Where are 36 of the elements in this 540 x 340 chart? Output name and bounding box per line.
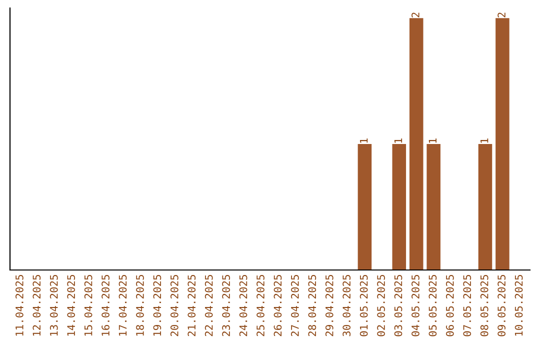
x-tick-label: 18.04.2025 (136, 275, 144, 336)
x-tick-label: 24.04.2025 (239, 275, 248, 336)
x-tick-label: 01.05.2025 (360, 275, 368, 336)
x-tick-label: 25.04.2025 (256, 275, 264, 336)
x-tick-label: 15.04.2025 (84, 275, 92, 336)
x-tick-label: 30.04.2025 (342, 275, 351, 336)
data-label: 1 (480, 138, 488, 143)
x-tick-label: 07.05.2025 (463, 275, 472, 336)
data-label: 1 (428, 138, 436, 143)
x-tick-label: 05.05.2025 (428, 275, 437, 336)
x-tick-label: 04.05.2025 (412, 275, 420, 336)
x-tick-label: 29.04.2025 (325, 275, 334, 336)
x-tick-label: 16.04.2025 (102, 275, 110, 336)
x-tick-label: 08.05.2025 (480, 275, 488, 336)
x-tick-label: 12.04.2025 (32, 275, 41, 336)
x-tick-label: 21.04.2025 (188, 275, 196, 336)
x-tick-label: 19.04.2025 (153, 275, 162, 336)
x-tick-label: 27.04.2025 (291, 275, 299, 336)
data-label: 2 (498, 12, 506, 18)
x-tick-label: 10.05.2025 (514, 275, 523, 336)
x-tick-label: 06.05.2025 (446, 275, 454, 336)
x-tick-label: 11.04.2025 (16, 275, 24, 336)
x-tick-label: 23.04.2025 (222, 275, 230, 336)
x-tick-label: 03.05.2025 (394, 275, 402, 336)
data-label: 1 (394, 138, 402, 143)
x-tick-label: 17.04.2025 (118, 275, 127, 336)
x-tick-label: 09.05.2025 (498, 275, 506, 336)
x-tick-label: 28.04.2025 (308, 275, 316, 336)
data-label: 2 (412, 12, 420, 18)
x-tick-label: 20.04.2025 (170, 275, 178, 336)
x-tick-label: 22.04.2025 (204, 275, 213, 336)
x-tick-label: 26.04.2025 (274, 275, 282, 336)
x-tick-label: 14.04.2025 (67, 275, 76, 336)
data-label: 1 (360, 138, 368, 143)
x-tick-label: 02.05.2025 (377, 275, 385, 336)
x-tick-label: 13.04.2025 (50, 275, 58, 336)
